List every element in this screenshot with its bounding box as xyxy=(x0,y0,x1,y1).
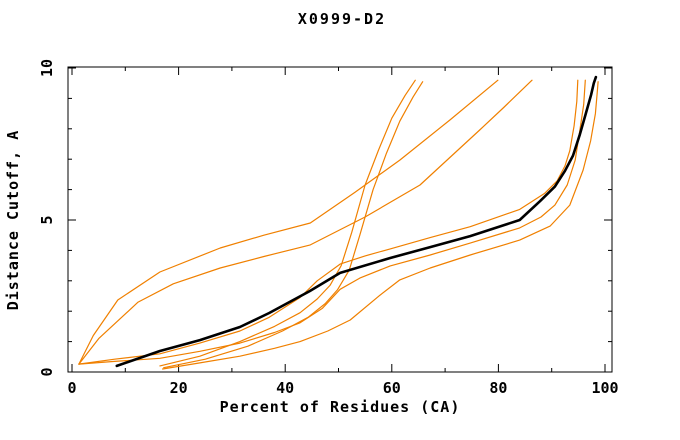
curve-model-steep-b xyxy=(163,81,424,369)
curve-model-diagonal-a xyxy=(78,79,499,365)
x-axis-label: Percent of Residues (CA) xyxy=(220,398,461,416)
x-tick-label: 60 xyxy=(383,379,401,397)
y-axis-label: Distance Cutoff, A xyxy=(4,130,22,311)
curve-model-steep-a xyxy=(159,79,416,367)
y-tick-label: 10 xyxy=(38,59,56,77)
y-tick-label: 5 xyxy=(38,215,56,224)
chart-title: X0999-D2 xyxy=(298,10,386,28)
curve-model-lowest xyxy=(162,81,599,370)
x-tick-label: 20 xyxy=(170,379,188,397)
x-tick-label: 100 xyxy=(591,379,618,397)
curve-model-hug-lower xyxy=(78,79,586,365)
plot-border xyxy=(67,66,613,373)
x-tick-label: 40 xyxy=(276,379,294,397)
curve-reference-model xyxy=(115,75,598,368)
y-tick-label: 0 xyxy=(38,367,56,376)
plot-area: 0 20 40 60 80 100 0 5 10 xyxy=(38,59,619,397)
curve-model-diagonal-b xyxy=(78,79,533,365)
x-tick-label: 0 xyxy=(67,379,76,397)
curve-model-hug-upper xyxy=(78,79,579,365)
x-tick-label: 80 xyxy=(489,379,507,397)
